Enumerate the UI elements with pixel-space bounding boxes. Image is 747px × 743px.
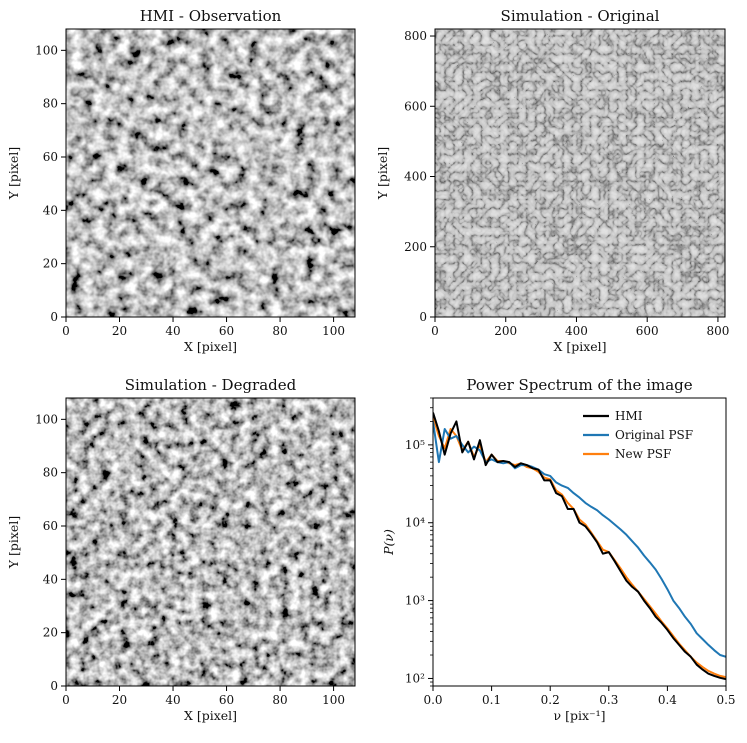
y-tick-label: 60	[43, 519, 58, 533]
y-tick-label: 20	[43, 257, 58, 271]
x-axis-label: X [pixel]	[184, 339, 237, 354]
x-tick-label: 40	[165, 693, 180, 707]
axes-frame	[65, 28, 356, 318]
y-tick-label: 40	[43, 572, 58, 586]
y-tick-label: 10⁵	[405, 438, 425, 452]
y-tick-label: 60	[43, 150, 58, 164]
y-tick-label: 40	[43, 203, 58, 217]
intensity-image	[66, 29, 355, 317]
axes-frame	[434, 28, 726, 318]
y-tick-label: 100	[35, 43, 58, 57]
x-tick-label: 200	[494, 324, 517, 338]
axes-frame	[432, 397, 727, 687]
series-line-new-psf	[433, 416, 726, 679]
x-tick-label: 20	[112, 324, 127, 338]
x-tick-label: 100	[322, 324, 345, 338]
panel-title: Simulation - Original	[501, 7, 660, 25]
x-tick-label: 0	[62, 324, 70, 338]
y-tick-label: 200	[404, 240, 427, 254]
panel-2: 0 200 400 600 800 0 200 400 600 800 Simulation - O…	[375, 7, 729, 354]
y-tick-label: 800	[404, 29, 427, 43]
panel-1: 0 20 40 60 80 100 0 20 40 60 80 100 HMI - Observatio…	[6, 7, 356, 354]
y-tick-label: 0	[419, 310, 427, 324]
x-tick-label: 100	[322, 693, 345, 707]
legend-label: HMI	[615, 409, 643, 423]
x-axis-label: X [pixel]	[553, 339, 606, 354]
x-tick-label: 0	[431, 324, 439, 338]
y-tick-label: 10³	[405, 594, 425, 608]
y-axis-label: Y [pixel]	[375, 147, 390, 200]
x-tick-label: 0.1	[482, 693, 501, 707]
intensity-image	[435, 29, 725, 317]
x-tick-label: 0.0	[423, 693, 442, 707]
y-tick-label: 10⁴	[405, 516, 425, 530]
y-tick-label: 400	[404, 170, 427, 184]
x-tick-label: 0.4	[658, 693, 677, 707]
y-axis-label: Y [pixel]	[6, 516, 21, 569]
x-tick-label: 0.5	[716, 693, 735, 707]
series-line-hmi	[433, 412, 726, 681]
series-lines	[433, 412, 726, 681]
y-axis-label: P(ν)	[381, 529, 396, 556]
x-axis-label: X [pixel]	[184, 708, 237, 723]
panel-title: Simulation - Degraded	[125, 376, 297, 394]
x-tick-label: 60	[219, 324, 234, 338]
axes-frame	[65, 397, 356, 687]
x-tick-label: 60	[219, 693, 234, 707]
x-tick-label: 600	[636, 324, 659, 338]
x-tick-label: 0.2	[541, 693, 560, 707]
y-tick-label: 100	[35, 412, 58, 426]
x-tick-label: 40	[165, 324, 180, 338]
x-tick-label: 80	[272, 324, 287, 338]
y-tick-label: 0	[50, 310, 58, 324]
x-axis-label: ν [pix⁻¹]	[554, 708, 606, 723]
panel-3: 0 20 40 60 80 100 0 20 40 60 80 100 Simulation - Deg…	[6, 376, 356, 723]
x-tick-label: 0	[62, 693, 70, 707]
y-axis-label: Y [pixel]	[6, 147, 21, 200]
panel-title: Power Spectrum of the image	[466, 376, 692, 394]
intensity-image	[66, 398, 355, 686]
legend-label: New PSF	[615, 447, 671, 461]
x-tick-label: 400	[565, 324, 588, 338]
x-tick-label: 800	[706, 324, 729, 338]
series-line-original-psf	[433, 421, 726, 658]
y-tick-label: 80	[43, 97, 58, 111]
y-tick-label: 0	[50, 679, 58, 693]
x-tick-label: 80	[272, 693, 287, 707]
y-tick-label: 600	[404, 99, 427, 113]
panel-4: 0.0 0.1 0.2 0.3 0.4 0.5 10² 10³ 10⁴ 10⁵ Power Spec…	[381, 376, 736, 723]
y-tick-label: 80	[43, 466, 58, 480]
x-tick-label: 20	[112, 693, 127, 707]
legend-label: Original PSF	[615, 428, 693, 442]
x-tick-label: 0.3	[599, 693, 618, 707]
panel-title: HMI - Observation	[140, 7, 282, 25]
y-tick-label: 10²	[405, 671, 425, 685]
y-tick-label: 20	[43, 626, 58, 640]
legend: HMI Original PSF New PSF	[583, 409, 693, 461]
